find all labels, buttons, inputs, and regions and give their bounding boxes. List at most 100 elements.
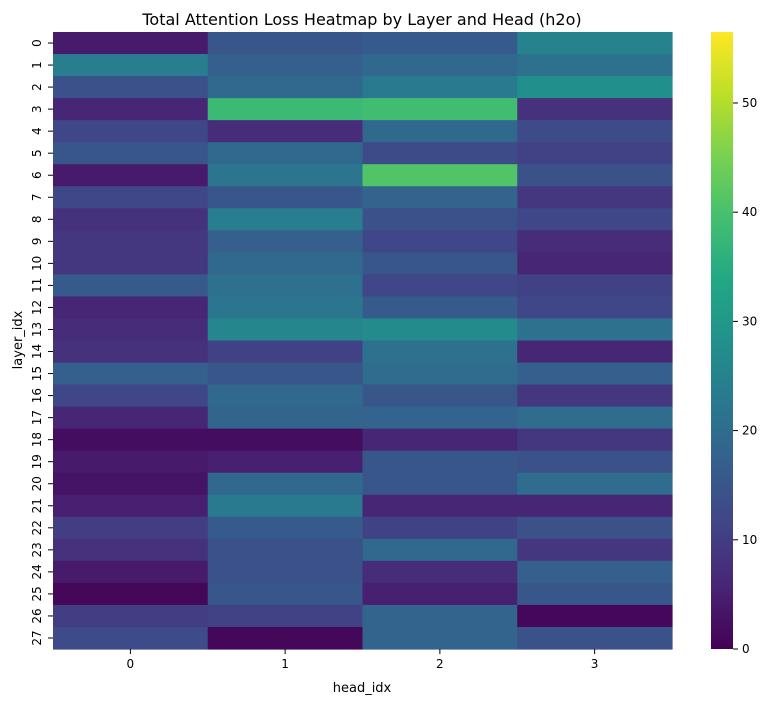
heatmap-cell [53,32,209,55]
heatmap-cell [53,626,209,650]
heatmap-cell [362,362,518,386]
heatmap-cell [517,230,673,253]
heatmap-cell [207,428,364,452]
y-tick-label: 23 [30,542,44,557]
heatmap-cell [207,604,364,628]
y-tick-label: 21 [30,498,44,513]
heatmap-cell [53,186,209,209]
heatmap-cell [53,362,209,386]
y-tick-label: 19 [30,454,44,469]
y-tick-label: 16 [30,388,44,403]
heatmap-cell [53,208,209,231]
heatmap-cell [362,230,518,253]
heatmap-cell [207,76,364,99]
heatmap-cell [517,494,673,518]
heatmap-cell [53,296,209,320]
heatmap-cell [517,274,673,298]
heatmap-cell [362,98,518,121]
heatmap-cell [517,362,673,386]
heatmap-cell [517,604,673,628]
heatmap-cell [517,318,673,342]
heatmap-cell [207,516,364,540]
heatmap-cell [517,296,673,320]
heatmap-cell [517,252,673,275]
heatmap-cell [362,494,518,518]
colorbar-tick-label: 40 [742,205,757,219]
heatmap-cell [362,296,518,320]
heatmap-cell [517,450,673,474]
heatmap-cell [362,54,518,77]
heatmap-cell [517,164,673,187]
heatmap-cells [53,32,673,650]
heatmap-cell [207,560,364,584]
y-tick-label: 20 [30,476,44,491]
x-tick-label: 2 [436,657,444,671]
colorbar-tick-label: 30 [742,314,757,328]
y-tick-label: 4 [30,127,44,135]
heatmap-cell [362,384,518,408]
heatmap-cell [362,428,518,452]
y-tick-label: 6 [30,171,44,179]
heatmap-cell [517,560,673,584]
heatmap-cell [362,538,518,562]
heatmap-cell [53,538,209,562]
heatmap-cell [517,538,673,562]
y-tick-label: 7 [30,193,44,201]
y-tick-label: 2 [30,83,44,91]
heatmap-cell [53,516,209,540]
heatmap-cell [53,76,209,99]
heatmap-cell [362,626,518,650]
heatmap-cell [207,164,364,187]
heatmap-cell [207,472,364,496]
heatmap-cell [207,406,364,430]
colorbar-tick-label: 10 [742,533,757,547]
y-tick-label: 12 [30,300,44,315]
heatmap-cell [362,516,518,540]
y-tick-label: 24 [30,564,44,579]
heatmap-cell [517,406,673,430]
heatmap-cell [207,98,364,121]
heatmap-cell [53,98,209,121]
heatmap-cell [53,340,209,364]
heatmap-cell [517,186,673,209]
heatmap-cell [362,340,518,364]
heatmap-cell [362,252,518,275]
y-tick-label: 15 [30,366,44,381]
heatmap-cell [207,208,364,231]
colorbar-tick-label: 20 [742,424,757,438]
heatmap-cell [517,76,673,99]
heatmap-cell [362,208,518,231]
colorbar [711,32,733,649]
y-tick-label: 3 [30,105,44,113]
heatmap-cell [53,582,209,606]
heatmap-cell [53,494,209,518]
y-tick-label: 1 [30,61,44,69]
heatmap-cell [517,428,673,452]
heatmap-cell [207,252,364,275]
heatmap-cell [362,318,518,342]
y-axis: 0123456789101112131415161718192021222324… [30,39,53,646]
heatmap-cell [362,164,518,187]
y-tick-label: 5 [30,149,44,157]
heatmap-cell [207,494,364,518]
heatmap-cell [362,120,518,143]
colorbar-tick-label: 50 [742,96,757,110]
heatmap-cell [207,120,364,143]
heatmap-cell [517,120,673,143]
y-tick-label: 0 [30,39,44,47]
heatmap-cell [53,54,209,77]
y-tick-label: 13 [30,322,44,337]
heatmap-cell [362,604,518,628]
heatmap-cell [517,472,673,496]
heatmap-cell [53,142,209,165]
heatmap-cell [53,120,209,143]
heatmap-cell [53,604,209,628]
y-tick-label: 27 [30,630,44,645]
heatmap-cell [207,54,364,77]
y-tick-label: 26 [30,608,44,623]
heatmap-cell [53,252,209,275]
heatmap-cell [207,582,364,606]
chart-title: Total Attention Loss Heatmap by Layer an… [141,10,581,29]
heatmap-cell [53,164,209,187]
heatmap-cell [53,274,209,298]
